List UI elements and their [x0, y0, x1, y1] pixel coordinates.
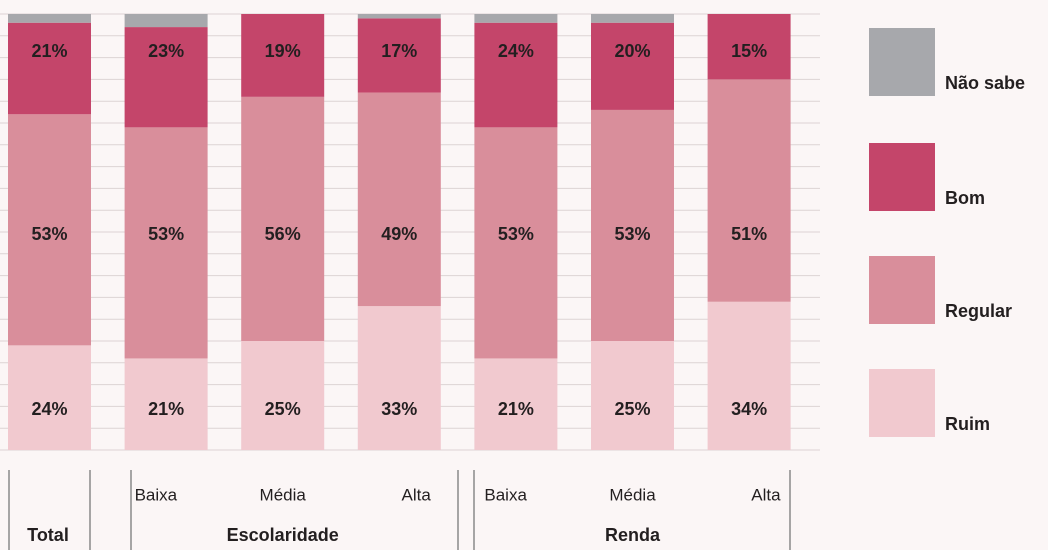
- value-label: 53%: [148, 224, 184, 244]
- bar-segment: [591, 341, 674, 450]
- legend-label: Regular: [945, 301, 1012, 321]
- legend-label: Bom: [945, 188, 985, 208]
- bar-segment: [707, 301, 791, 450]
- bar-segment: [707, 79, 791, 302]
- value-label: 25%: [265, 399, 301, 419]
- category-label: Média: [609, 485, 656, 504]
- legend-swatch: [869, 256, 935, 324]
- value-label: 15%: [731, 41, 767, 61]
- value-label: 17%: [381, 41, 417, 61]
- bar-segment: [474, 127, 558, 359]
- value-label: 19%: [265, 41, 301, 61]
- bar-segment: [707, 14, 791, 80]
- category-label: Baixa: [484, 485, 527, 504]
- value-label: 24%: [498, 41, 534, 61]
- value-label: 21%: [148, 399, 184, 419]
- value-label: 24%: [31, 399, 67, 419]
- bar-segment: [8, 22, 91, 115]
- bar-segment: [8, 14, 91, 23]
- bar-segment: [591, 109, 674, 341]
- value-label: 21%: [31, 41, 67, 61]
- bar-segment: [357, 14, 441, 19]
- legend-swatch: [869, 28, 935, 96]
- separators: [8, 470, 791, 550]
- bar-segment: [357, 92, 441, 307]
- bar-segment: [591, 14, 674, 23]
- value-label: 56%: [265, 224, 301, 244]
- bar-segment: [241, 14, 325, 97]
- bar-segment: [357, 18, 441, 93]
- legend-swatch: [869, 369, 935, 437]
- category-label: Alta: [751, 485, 781, 504]
- legend-label: Ruim: [945, 414, 990, 434]
- value-label: 53%: [31, 224, 67, 244]
- value-label: 20%: [614, 41, 650, 61]
- bar-segment: [8, 345, 91, 450]
- bar-segment: [124, 27, 208, 128]
- category-label: Média: [260, 485, 307, 504]
- legend-swatch: [869, 143, 935, 211]
- bar-segment: [124, 358, 208, 450]
- legend-label: Não sabe: [945, 73, 1025, 93]
- bar-segment: [474, 358, 558, 450]
- group-label: Escolaridade: [227, 525, 339, 545]
- group-label: Renda: [605, 525, 661, 545]
- category-label: Alta: [402, 485, 432, 504]
- category-label: Baixa: [135, 485, 178, 504]
- value-label: 51%: [731, 224, 767, 244]
- bar-segment: [124, 14, 208, 28]
- bar-segment: [591, 22, 674, 110]
- bars: 24% 53% 21% 21% 53% 23% 25% 56% 19% 33% 49% 17% 21% 5…: [8, 14, 791, 450]
- legend: Ruim Regular Bom Não sabe: [869, 28, 1025, 437]
- value-label: 23%: [148, 41, 184, 61]
- value-label: 53%: [498, 224, 534, 244]
- value-label: 53%: [614, 224, 650, 244]
- value-label: 25%: [614, 399, 650, 419]
- value-label: 21%: [498, 399, 534, 419]
- value-label: 49%: [381, 224, 417, 244]
- bar-segment: [241, 96, 325, 341]
- bar-segment: [124, 127, 208, 359]
- bar-segment: [474, 22, 558, 128]
- value-label: 34%: [731, 399, 767, 419]
- bar-segment: [474, 14, 558, 23]
- value-label: 33%: [381, 399, 417, 419]
- category-label: Total: [27, 525, 69, 545]
- bar-segment: [357, 306, 441, 450]
- bar-segment: [241, 341, 325, 450]
- bar-segment: [8, 114, 91, 346]
